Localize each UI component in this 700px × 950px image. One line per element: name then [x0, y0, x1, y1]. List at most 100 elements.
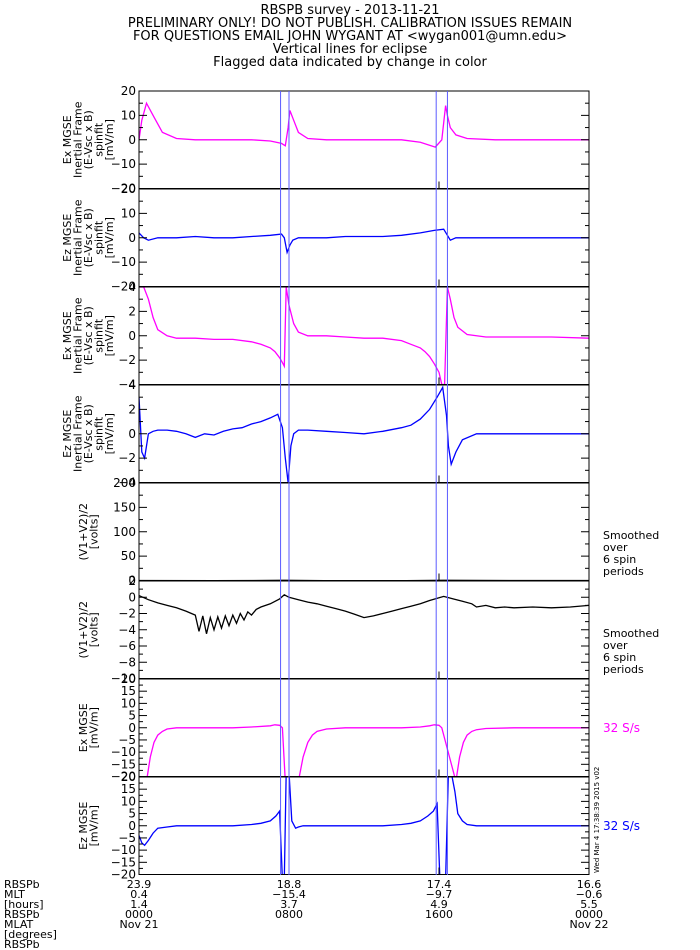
y-axis-label-line: Ez MGSE — [61, 214, 74, 262]
panel-frame — [138, 580, 590, 679]
title-line-1: RBSPB survey - 2013-11-21 — [260, 3, 440, 18]
y-axis-label: Ex MGSEInertial Frame(E-Vsc x B)spinfit[… — [61, 297, 116, 374]
y-tick-label: 0 — [128, 721, 136, 735]
y-tick-label: 2 — [128, 574, 136, 588]
x-axis-column-value: 5.5 — [580, 898, 598, 911]
y-tick-label: 100 — [113, 525, 136, 539]
right-annotation-line: Smoothed — [603, 627, 659, 640]
y-axis-label-line: (E-Vsc x B) — [82, 110, 95, 169]
panel-frame — [138, 286, 590, 385]
y-axis-label: (V1+V2)/2[volts] — [77, 601, 101, 659]
series-line — [139, 287, 589, 385]
y-tick-label: 0 — [128, 133, 136, 147]
y-axis-label-line: [volts] — [87, 612, 100, 647]
panel-4: −4 −2 0 2 4 Ez MGSEInertial Frame(E-Vsc x B)s… — [61, 378, 590, 490]
series-line — [139, 385, 589, 483]
y-tick-label: 20 — [121, 84, 136, 98]
right-annotation: Smoothed over 6 spin periods — [603, 529, 659, 578]
y-axis-label: (V1+V2)/2[volts] — [77, 503, 101, 561]
x-axis-column-value: 16.6 — [577, 878, 602, 891]
y-tick-label: −20 — [111, 182, 136, 196]
y-axis-label-line: Ez MGSE — [61, 410, 74, 458]
y-tick-label: 10 — [121, 794, 136, 808]
y-tick-label: −10 — [111, 255, 136, 269]
x-axis-column-value: Nov 21 — [120, 918, 159, 931]
y-axis-label-line: [mV/m] — [103, 119, 116, 160]
series-line — [139, 777, 589, 875]
right-annotation: 32 S/s — [603, 721, 640, 735]
x-axis-row-label: RBSPb — [4, 878, 40, 891]
y-tick-label: 10 — [121, 696, 136, 710]
y-tick-label: −5 — [118, 733, 136, 747]
y-axis-label-line: Inertial Frame — [72, 101, 85, 178]
right-annotation-line: 6 spin — [603, 651, 636, 664]
y-tick-label: −4 — [118, 476, 136, 490]
y-axis-label-line: (V1+V2)/2 — [77, 601, 90, 659]
y-tick-label: 50 — [121, 549, 136, 563]
y-axis-label: Ex MGSEInertial Frame(E-Vsc x B)spinfit[… — [61, 101, 116, 178]
panel-5: 0 50 100 150 200 (V1+V2)/2[volts] Smoothed over… — [77, 476, 659, 588]
y-axis-label-line: (E-Vsc x B) — [82, 208, 95, 267]
panel-1: −20 −10 0 10 20 Ex MGSEInertial Frame(E-Vsc x… — [61, 84, 590, 196]
y-tick-label: 10 — [121, 108, 136, 122]
y-axis-label-line: [mV/m] — [87, 707, 100, 748]
y-axis-label-line: spinfit — [93, 318, 106, 353]
y-tick-label: 0 — [128, 590, 136, 604]
y-tick-label: 2 — [128, 402, 136, 416]
y-axis-label-line: Inertial Frame — [72, 297, 85, 374]
x-axis-column-value: 4.9 — [430, 898, 448, 911]
y-tick-label: 20 — [121, 182, 136, 196]
y-axis-label-line: [volts] — [87, 514, 100, 549]
y-axis-label-line: spinfit — [93, 220, 106, 255]
y-tick-label: 4 — [128, 280, 136, 294]
panel-6: −10−8−6−4−202(V1+V2)/2[volts] Smoothed ove… — [77, 574, 659, 686]
y-tick-label: −15 — [111, 855, 136, 869]
right-annotation-line: periods — [603, 565, 644, 578]
x-axis-column-value: Nov 22 — [570, 918, 609, 931]
y-tick-label: −5 — [118, 831, 136, 845]
y-axis-label: Ez MGSE[mV/m] — [77, 802, 101, 850]
y-axis-label: Ex MGSE[mV/m] — [77, 703, 101, 752]
y-tick-label: −10 — [111, 745, 136, 759]
series-line — [146, 724, 589, 777]
y-tick-label: 10 — [121, 206, 136, 220]
x-axis-column-value: 1.4 — [130, 898, 148, 911]
y-axis-label-line: [mV/m] — [103, 315, 116, 356]
x-axis-row-label: RBSPb — [4, 938, 40, 950]
y-tick-label: −2 — [118, 607, 136, 621]
y-tick-label: 0 — [128, 819, 136, 833]
y-tick-label: 20 — [121, 672, 136, 686]
y-tick-label: 15 — [121, 782, 136, 796]
x-axis-column-value: 0000 — [575, 908, 603, 921]
y-tick-label: 150 — [113, 500, 136, 514]
y-axis-label: Ez MGSEInertial Frame(E-Vsc x B)spinfit[… — [61, 199, 116, 276]
y-axis-label-line: Ex MGSE — [61, 115, 74, 164]
y-tick-label: −8 — [118, 655, 136, 669]
y-tick-label: 0 — [128, 574, 136, 588]
series-line — [139, 594, 589, 634]
y-axis-label-line: Inertial Frame — [72, 395, 85, 472]
y-tick-label: 200 — [113, 476, 136, 490]
y-axis-label-line: Inertial Frame — [72, 199, 85, 276]
title-line-4: Vertical lines for eclipse — [272, 42, 428, 57]
x-axis-column-value: −0.6 — [576, 888, 603, 901]
y-axis-label-line: Ez MGSE — [77, 802, 90, 850]
y-tick-label: −20 — [111, 868, 136, 882]
right-annotation: Smoothed over 6 spin periods — [603, 627, 659, 676]
y-tick-label: −10 — [111, 672, 136, 686]
y-tick-label: −10 — [111, 157, 136, 171]
x-axis-column-value: 18.8 — [277, 878, 302, 891]
y-tick-label: −2 — [118, 353, 136, 367]
x-axis-row-label: [degrees] — [4, 928, 57, 941]
x-axis-column-value: 0.4 — [130, 888, 148, 901]
right-annotation-line: periods — [603, 663, 644, 676]
y-axis-label-line: [mV/m] — [103, 413, 116, 454]
right-annotation-line: Smoothed — [603, 529, 659, 542]
y-tick-label: 20 — [121, 770, 136, 784]
y-tick-label: 0 — [128, 329, 136, 343]
series-line — [139, 228, 589, 255]
x-axis-row-label: MLAT — [4, 918, 34, 931]
y-tick-label: −4 — [118, 378, 136, 392]
y-axis-label-line: spinfit — [93, 122, 106, 157]
